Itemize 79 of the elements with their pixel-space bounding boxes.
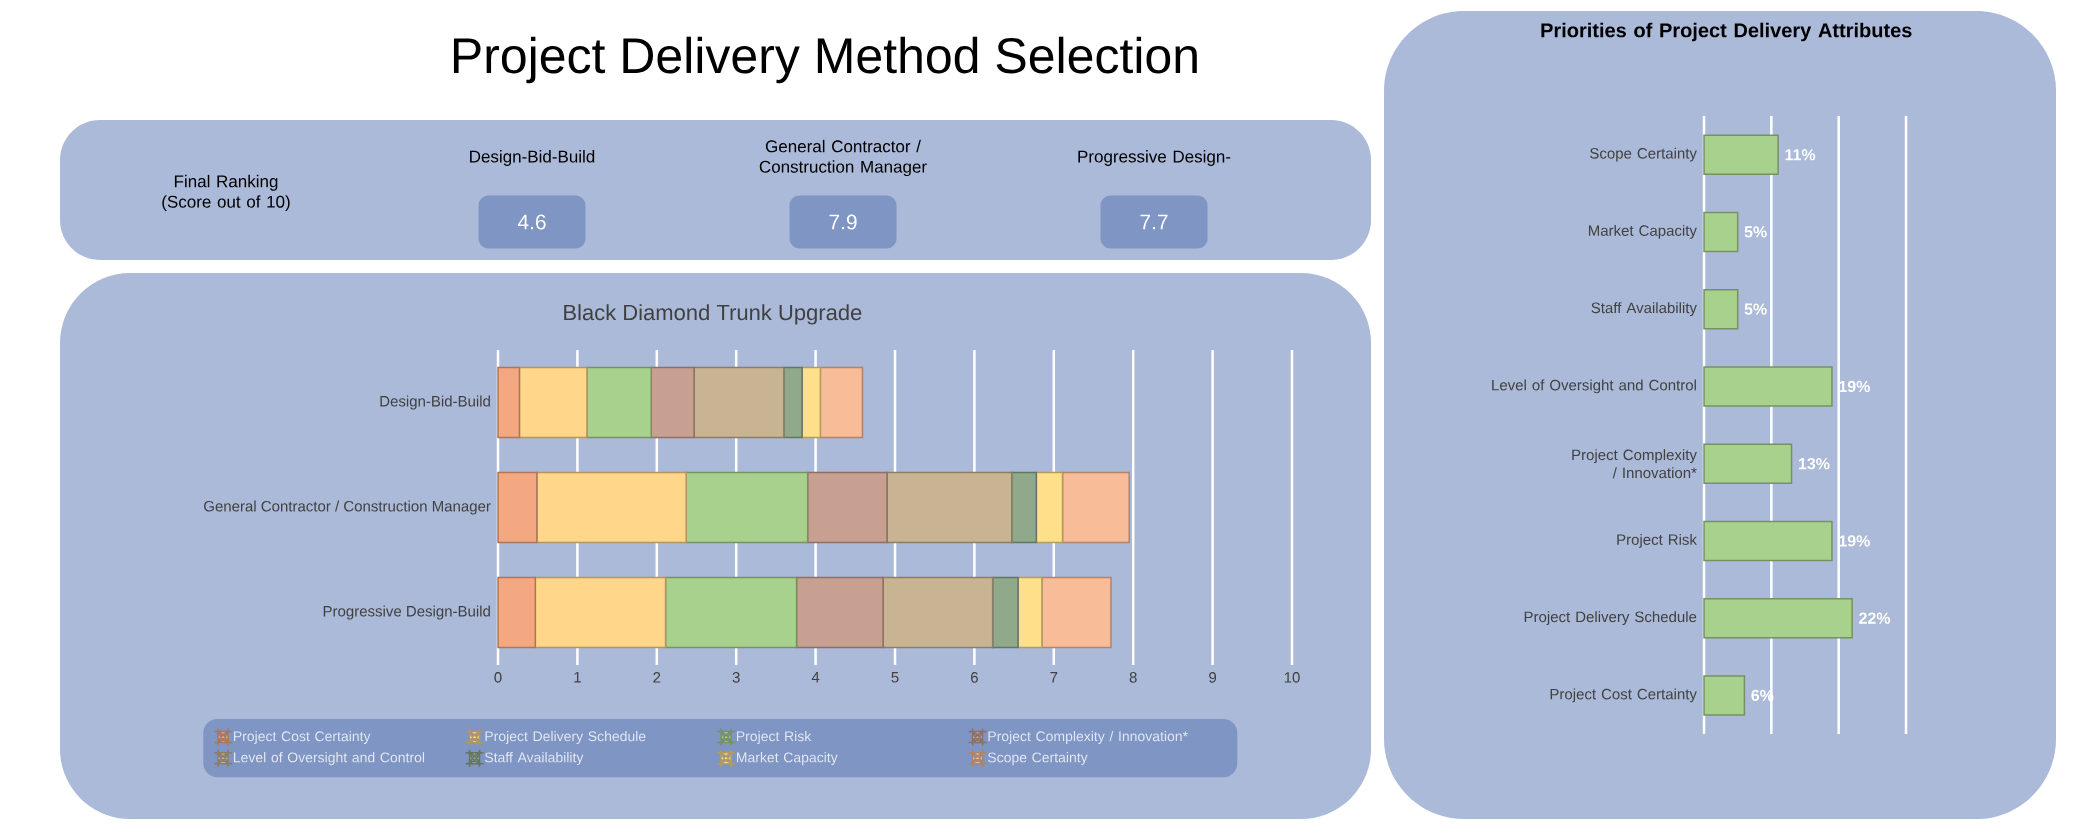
- text: 7.9: [829, 214, 857, 230]
- x-tick-label: 7: [1050, 672, 1058, 683]
- x-tick-label: 0: [494, 672, 502, 683]
- x-tick-label: 4: [811, 672, 820, 683]
- text: General Contractor / Construction Manager: [759, 139, 927, 177]
- data-label: 19%: [1839, 380, 1870, 393]
- x-tick-label: 8: [1129, 672, 1137, 683]
- y-tick-label: Level of Oversight and Control: [1492, 379, 1696, 394]
- bar: [497, 471, 538, 544]
- bar: [1061, 471, 1130, 544]
- bar: [1703, 134, 1779, 175]
- data-label: 22%: [1859, 612, 1891, 624]
- bar: [650, 366, 695, 439]
- y-tick-label: Staff Availability: [1591, 302, 1697, 317]
- bar: [1041, 576, 1112, 649]
- text: Project Delivery Method Selection: [453, 36, 1197, 84]
- bar: [497, 366, 521, 439]
- bar: [586, 366, 652, 439]
- text: Final Ranking (Score out of 10): [162, 174, 290, 212]
- legend-label: Scope Certainty: [987, 752, 1088, 766]
- y-tick-label: Scope Certainty: [1590, 147, 1697, 162]
- text: Progressive Design-: [1078, 150, 1231, 166]
- data-label: 5%: [1744, 226, 1767, 238]
- bar: [1017, 576, 1043, 649]
- text: 4.6: [517, 214, 546, 230]
- legend-label: Project Delivery Schedule: [485, 730, 646, 745]
- bar: [1035, 471, 1064, 544]
- chart-title: Black Diamond Trunk Upgrade: [564, 304, 862, 325]
- bar: [1703, 675, 1746, 716]
- bar: [1703, 288, 1739, 330]
- bar: [819, 366, 864, 439]
- bar: [664, 576, 798, 649]
- legend-label: Project Cost Certainty: [233, 730, 371, 745]
- data-label: 5%: [1744, 303, 1767, 315]
- y-tick-label: Project Delivery Schedule: [1524, 611, 1697, 626]
- bar: [991, 576, 1019, 649]
- y-tick-label: General Contractor / Construction Manager: [204, 500, 491, 515]
- bar: [795, 576, 884, 649]
- bar: [518, 366, 588, 439]
- x-tick-label: 6: [970, 672, 978, 683]
- y-tick-label: Market Capacity: [1588, 224, 1697, 239]
- bar: [1703, 520, 1833, 562]
- y-tick-label: Project Complexity / Innovation*: [1572, 449, 1697, 479]
- bar: [685, 471, 809, 544]
- bar: [806, 471, 888, 544]
- text: 7.7: [1140, 214, 1168, 230]
- bar: [1010, 471, 1038, 544]
- data-label: 13%: [1798, 457, 1830, 470]
- bar: [886, 471, 1013, 544]
- data-label: 19%: [1839, 535, 1870, 547]
- bar: [534, 576, 667, 649]
- bar: [1703, 211, 1739, 253]
- bar: [801, 366, 822, 439]
- x-tick-label: 9: [1209, 672, 1217, 683]
- text: Design-Bid-Build: [470, 150, 595, 166]
- legend-label: Project Complexity / Innovation*: [988, 730, 1188, 745]
- legend-label: Level of Oversight and Control: [233, 752, 425, 766]
- bar: [693, 366, 785, 439]
- data-label: 11%: [1785, 149, 1816, 161]
- legend-label: Staff Availability: [484, 752, 584, 766]
- bar: [783, 366, 803, 439]
- x-tick-label: 2: [653, 672, 661, 683]
- y-tick-label: Progressive Design-Build: [323, 605, 490, 620]
- legend-label: Market Capacity: [736, 752, 838, 766]
- bar: [882, 576, 994, 649]
- y-tick-label: Project Risk: [1617, 533, 1697, 548]
- x-tick-label: 5: [891, 672, 899, 683]
- bar: [1703, 366, 1833, 407]
- y-tick-label: Design-Bid-Build: [380, 395, 490, 410]
- x-tick-label: 1: [574, 672, 581, 683]
- legend-label: Project Risk: [736, 730, 812, 745]
- x-tick-label: 10: [1284, 672, 1300, 683]
- y-tick-label: Project Cost Certainty: [1550, 688, 1697, 703]
- bar: [1703, 597, 1853, 639]
- x-tick-label: 3: [732, 672, 740, 683]
- bar: [1703, 443, 1793, 484]
- chart-title: Priorities of Project Delivery Attributes: [1541, 22, 1912, 42]
- bar: [497, 576, 537, 649]
- bar: [536, 471, 687, 544]
